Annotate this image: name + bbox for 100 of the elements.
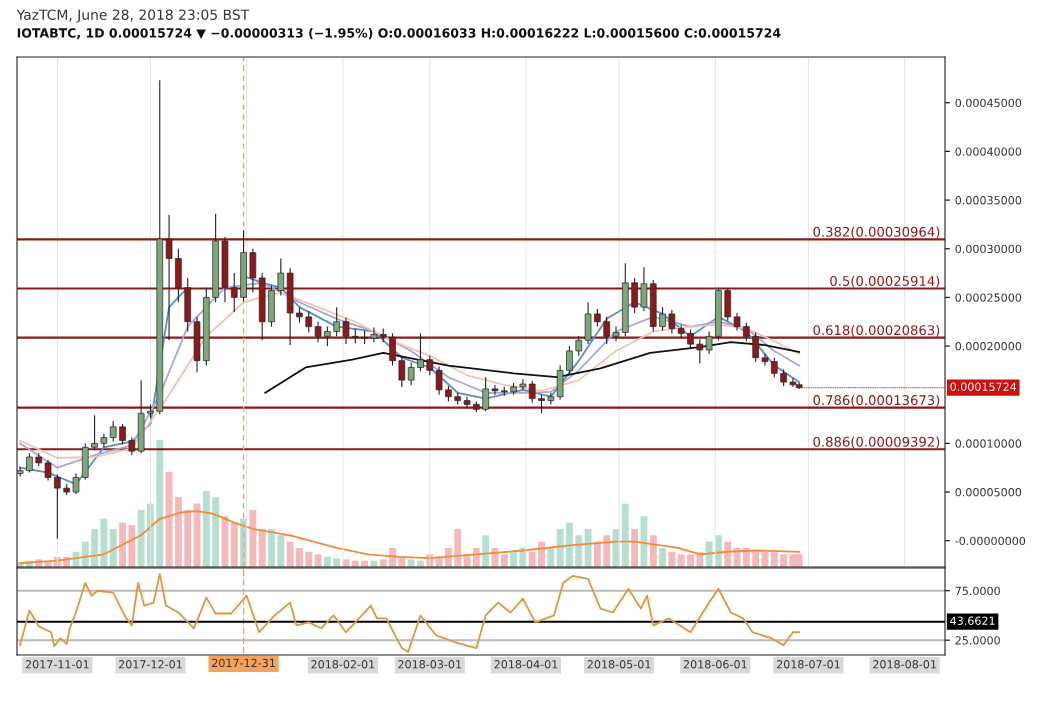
bar bbox=[677, 554, 685, 567]
bar bbox=[230, 522, 238, 567]
bar bbox=[305, 551, 313, 567]
bar bbox=[128, 525, 136, 567]
candlestick bbox=[771, 357, 778, 378]
ref-line-label: 0.382(0.00030964) bbox=[813, 226, 940, 239]
bar bbox=[687, 554, 694, 567]
bar bbox=[184, 509, 192, 567]
bar bbox=[538, 541, 545, 567]
bar bbox=[547, 547, 555, 567]
x-tick-label: 2018-04-01 bbox=[494, 660, 558, 669]
bar bbox=[174, 497, 182, 567]
y-tick-label: 0.00010000 bbox=[955, 439, 1022, 448]
candlestick bbox=[370, 327, 378, 343]
candlestick bbox=[612, 326, 620, 342]
ref-line-label: 43.6621 bbox=[950, 616, 995, 625]
bar bbox=[296, 547, 303, 567]
x-tick-label: 2018-06-01 bbox=[683, 660, 747, 669]
candlestick bbox=[109, 420, 117, 443]
bar bbox=[100, 518, 108, 567]
candlestick bbox=[324, 326, 331, 347]
bar bbox=[407, 559, 415, 567]
candlestick bbox=[705, 330, 713, 355]
x-tick-label: 2018-08-01 bbox=[873, 660, 936, 669]
candlestick bbox=[26, 452, 33, 474]
ref-line-label: 0.5(0.00025914) bbox=[830, 275, 940, 288]
bar bbox=[705, 541, 713, 567]
y-tick-label: 0.00045000 bbox=[955, 98, 1022, 108]
bar bbox=[659, 547, 666, 567]
bar bbox=[258, 528, 266, 567]
candlestick bbox=[659, 306, 666, 332]
y-tick-label: 0.00035000 bbox=[955, 196, 1022, 205]
y-tick-label: -0.00000000 bbox=[955, 536, 1026, 546]
candlestick bbox=[668, 309, 676, 334]
x-tick-label: 2017-11-01 bbox=[25, 660, 89, 669]
chart-subtitle: IOTABTC, 1D 0.00015724 ▼ −0.00000313 (−1.95%) O:0.00016033 H:0.00016222 L:0.00015600 C:0.00015724 bbox=[17, 27, 781, 40]
bar bbox=[566, 522, 573, 567]
bar bbox=[621, 503, 629, 567]
bar bbox=[156, 440, 164, 567]
ref-line-label: 0.618(0.00020863) bbox=[813, 324, 940, 337]
bar bbox=[286, 541, 294, 567]
y-tick-label: 0.00030000 bbox=[955, 244, 1022, 254]
candlestick bbox=[277, 257, 285, 297]
bar bbox=[212, 497, 220, 567]
x-tick-label: 2018-05-01 bbox=[587, 660, 651, 669]
candlestick bbox=[761, 353, 769, 367]
candlestick bbox=[119, 423, 126, 445]
candlestick bbox=[566, 345, 573, 375]
candlestick bbox=[305, 310, 313, 333]
candlestick bbox=[91, 414, 98, 451]
candlestick bbox=[333, 306, 340, 337]
x-tick-label: 2018-07-01 bbox=[776, 660, 840, 669]
x-tick-label: 2018-02-01 bbox=[311, 660, 375, 669]
y-tick-label: 0.00005000 bbox=[955, 488, 1022, 497]
bar bbox=[556, 528, 564, 567]
bar bbox=[780, 554, 788, 567]
bar bbox=[81, 541, 89, 567]
bar bbox=[202, 490, 210, 567]
bar bbox=[91, 528, 99, 567]
bar bbox=[109, 528, 117, 567]
y-tick-label: 25.0000 bbox=[955, 636, 1000, 645]
candlestick bbox=[491, 384, 499, 396]
candlestick bbox=[54, 473, 61, 540]
candlestick bbox=[575, 335, 583, 357]
candlestick bbox=[435, 365, 443, 396]
bar bbox=[770, 551, 778, 567]
candlestick bbox=[528, 380, 536, 404]
bar bbox=[268, 528, 275, 567]
bar bbox=[277, 535, 285, 567]
bar bbox=[603, 535, 611, 567]
y-tick-label: 75.0000 bbox=[955, 586, 1000, 596]
candlestick bbox=[640, 266, 648, 312]
bar bbox=[528, 551, 536, 567]
candlestick bbox=[407, 362, 415, 386]
ref-line-label: 0.786(0.00013673) bbox=[813, 394, 940, 407]
bar bbox=[454, 528, 462, 567]
candlestick bbox=[426, 355, 434, 376]
line-series bbox=[264, 341, 801, 394]
annotation: 0.00015724 bbox=[950, 382, 1017, 391]
y-tick-label: 0.00040000 bbox=[955, 147, 1022, 156]
candlestick bbox=[72, 473, 80, 495]
bar bbox=[668, 551, 676, 567]
bar bbox=[249, 509, 257, 567]
chart-title: YazTCM, June 28, 2018 23:05 BST bbox=[16, 9, 250, 23]
y-tick-label: 0.00020000 bbox=[955, 342, 1022, 351]
bar bbox=[575, 535, 583, 567]
x-tick-label: 2018-03-01 bbox=[398, 660, 462, 669]
x-tick-label: 2017-12-01 bbox=[118, 660, 182, 669]
y-tick-label: 0.00025000 bbox=[955, 293, 1022, 302]
candlestick bbox=[44, 459, 52, 481]
bar bbox=[323, 556, 331, 567]
ref-line-label: 0.886(0.00009392) bbox=[813, 436, 940, 449]
ref-line-label: 2017-12-31 bbox=[212, 658, 275, 668]
bar bbox=[649, 535, 657, 567]
bar bbox=[137, 509, 145, 567]
bar bbox=[500, 554, 508, 567]
bar bbox=[510, 551, 517, 567]
bar bbox=[333, 558, 341, 567]
bar bbox=[379, 559, 387, 567]
candlestick bbox=[398, 355, 406, 388]
